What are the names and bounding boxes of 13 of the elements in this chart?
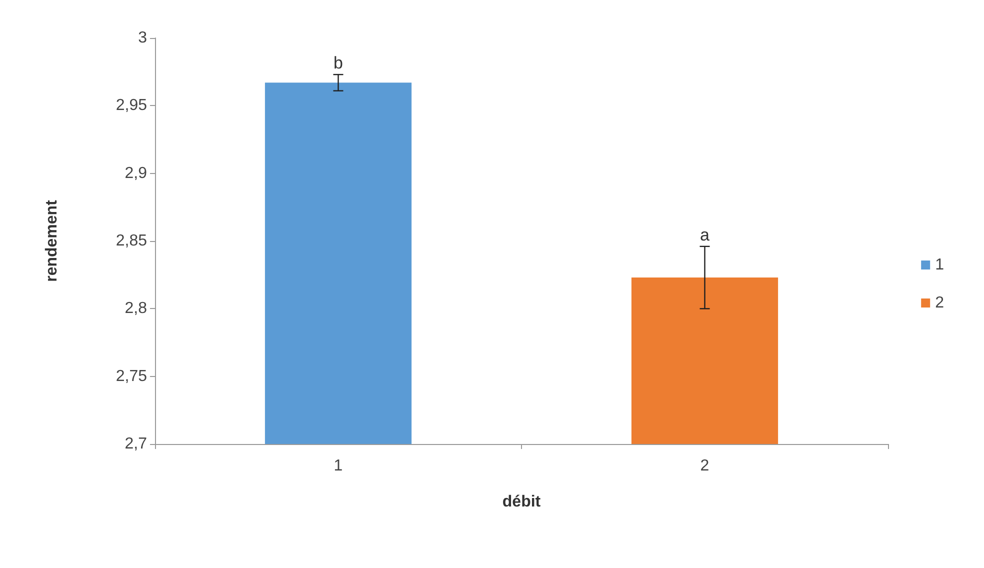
y-tick-label: 2,95: [116, 97, 148, 114]
y-tick-label: 2,75: [116, 368, 148, 385]
annotation: b: [334, 54, 343, 73]
x-axis-title: débit: [502, 494, 542, 510]
legend-label: 2: [935, 294, 944, 312]
y-tick-label: 2,8: [124, 300, 148, 318]
y-tick-label: 2,9: [124, 164, 148, 182]
y-tick-label: 2,85: [116, 232, 148, 250]
annotation: a: [700, 225, 710, 244]
y-tick-label: 2,7: [124, 436, 148, 452]
y-axis-title: rendement: [44, 199, 60, 282]
legend-label: 1: [935, 256, 944, 274]
y-tick-label: 3: [138, 30, 148, 46]
